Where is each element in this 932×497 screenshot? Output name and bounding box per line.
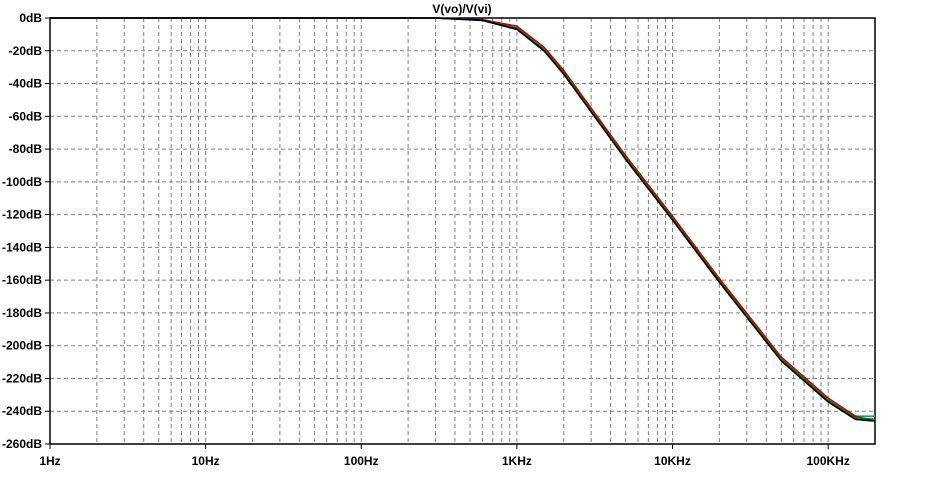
y-tick-label: -80dB: [9, 142, 43, 156]
y-axis-ticks: 0dB -20dB -40dB -60dB -80dB -100dB -120dB -140d…: [2, 11, 50, 451]
x-tick-label: 10Hz: [192, 454, 220, 468]
y-tick-label: -240dB: [2, 404, 42, 418]
y-tick-label: -160dB: [2, 273, 42, 287]
x-axis-ticks: 1Hz 10Hz 100Hz 1KHz 10KHz 100KHz: [39, 444, 850, 468]
y-tick-label: -20dB: [9, 44, 43, 58]
series-line: [50, 17, 876, 422]
series-line: [50, 17, 876, 421]
x-tick-label: 1Hz: [39, 454, 60, 468]
y-tick-label: -100dB: [2, 175, 42, 189]
y-tick-label: -260dB: [2, 437, 42, 451]
y-tick-label: -40dB: [9, 77, 43, 91]
y-tick-label: -140dB: [2, 240, 42, 254]
x-tick-label: 1KHz: [502, 454, 532, 468]
y-tick-label: 0dB: [19, 11, 42, 25]
plot-frame: [49, 17, 876, 445]
y-tick-label: -120dB: [2, 208, 42, 222]
series-line: [50, 17, 875, 417]
x-tick-label: 100KHz: [806, 454, 849, 468]
y-tick-label: -60dB: [9, 109, 43, 123]
series-lines: [50, 17, 876, 422]
y-tick-label: -200dB: [2, 339, 42, 353]
x-tick-label: 100Hz: [344, 454, 379, 468]
chart-title: V(vo)/V(vi): [432, 2, 491, 16]
series-line: [50, 17, 876, 421]
y-tick-label: -180dB: [2, 306, 42, 320]
series-line: [50, 17, 876, 422]
plot-grid: [50, 18, 875, 444]
x-tick-label: 10KHz: [654, 454, 691, 468]
y-tick-label: -220dB: [2, 371, 42, 385]
